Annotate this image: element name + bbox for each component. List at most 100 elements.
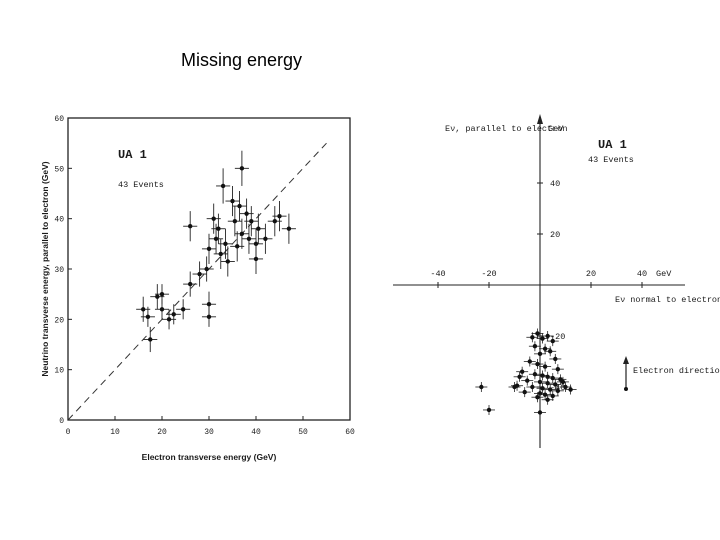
y-tick-label: 20 — [54, 316, 64, 325]
x-tick-label: 20 — [157, 428, 167, 437]
y-tick-label: 40 — [550, 179, 560, 189]
data-point — [159, 291, 165, 297]
x-tick-label: 30 — [204, 428, 214, 437]
data-point — [542, 392, 548, 397]
data-point — [223, 241, 228, 247]
chart-annotation-ua1: UA 1 — [598, 138, 627, 152]
data-point — [512, 384, 517, 390]
data-point — [537, 379, 543, 385]
data-point — [532, 344, 538, 349]
data-point — [237, 203, 242, 209]
y-axis-label: Neutrino transverse energy, parallel to … — [40, 161, 50, 376]
data-point — [206, 302, 212, 307]
data-point — [141, 307, 146, 312]
data-point — [239, 166, 245, 171]
data-point — [246, 236, 252, 241]
data-point — [216, 226, 221, 231]
data-point — [171, 312, 176, 317]
x-tick-label: 40 — [251, 428, 261, 437]
data-point — [535, 395, 540, 400]
y-axis-label: Eν, parallel to electron — [445, 124, 567, 134]
data-point — [180, 307, 186, 312]
data-point — [159, 307, 165, 312]
data-point — [232, 218, 238, 224]
data-point — [220, 183, 226, 189]
y-tick-label: 10 — [54, 367, 64, 376]
data-point — [272, 218, 277, 224]
data-point — [249, 218, 254, 224]
data-point — [286, 226, 292, 231]
data-point — [145, 314, 151, 320]
data-point — [166, 317, 172, 322]
data-point — [277, 213, 282, 219]
y-tick-label: -20 — [550, 332, 565, 342]
y-tick-label: 30 — [54, 266, 64, 275]
x-axis-label: Eν normal to electron — [615, 295, 720, 305]
data-point — [206, 314, 212, 320]
y-tick-label: 20 — [550, 230, 560, 240]
data-point — [548, 349, 553, 354]
x-tick-label: 0 — [66, 428, 71, 437]
data-point — [525, 378, 530, 383]
y-tick-label: 40 — [54, 216, 64, 225]
data-point — [253, 256, 259, 262]
data-point — [256, 226, 261, 231]
data-point — [211, 216, 216, 221]
data-point — [532, 372, 538, 377]
slide-title: Missing energy — [181, 50, 303, 70]
data-point — [537, 410, 543, 415]
data-point — [218, 251, 223, 257]
y-axis-unit: GeV — [548, 124, 564, 134]
data-point — [550, 393, 555, 399]
data-point — [560, 379, 566, 385]
data-point — [553, 356, 558, 362]
data-point — [545, 380, 550, 386]
x-tick-label: 50 — [298, 428, 308, 437]
data-point — [225, 259, 230, 264]
data-point — [563, 384, 568, 390]
data-point — [530, 384, 535, 390]
data-point — [555, 388, 561, 394]
electron-direction-label: Electron direction — [633, 366, 720, 376]
chart-annotation-events: 43 Events — [588, 155, 634, 165]
data-point — [235, 244, 240, 249]
data-point — [540, 336, 545, 341]
electron-direction-arrowhead — [623, 356, 629, 364]
data-point — [517, 374, 522, 379]
y-tick-label: 60 — [54, 115, 64, 124]
data-point — [527, 359, 532, 364]
data-point — [545, 333, 550, 339]
data-point — [555, 366, 561, 372]
x-tick-label: 60 — [345, 428, 355, 437]
data-point — [542, 364, 548, 369]
data-point — [206, 246, 212, 252]
data-point — [519, 369, 525, 374]
y-tick-label: 0 — [59, 417, 64, 426]
x-tick-label: -20 — [481, 269, 496, 279]
data-point — [244, 211, 249, 216]
data-point — [542, 346, 548, 351]
x-tick-label: 20 — [586, 269, 596, 279]
chart-annotation-events: 43 Events — [118, 180, 164, 190]
electron-direction-dot — [624, 387, 628, 391]
data-point — [548, 387, 553, 392]
data-point — [230, 198, 235, 204]
data-point — [540, 386, 545, 391]
data-point — [522, 389, 527, 395]
data-point — [188, 281, 193, 287]
data-point — [479, 384, 484, 390]
data-point — [197, 271, 202, 277]
data-point — [550, 375, 555, 381]
data-point — [550, 338, 555, 344]
data-point — [188, 224, 193, 229]
x-tick-label: -40 — [430, 269, 445, 279]
data-point — [537, 351, 543, 357]
data-point — [204, 266, 209, 272]
x-tick-label: 10 — [110, 428, 120, 437]
data-point — [553, 382, 558, 387]
data-point — [535, 331, 540, 336]
x-axis-unit: GeV — [656, 269, 672, 279]
y-axis-arrow — [537, 114, 543, 124]
